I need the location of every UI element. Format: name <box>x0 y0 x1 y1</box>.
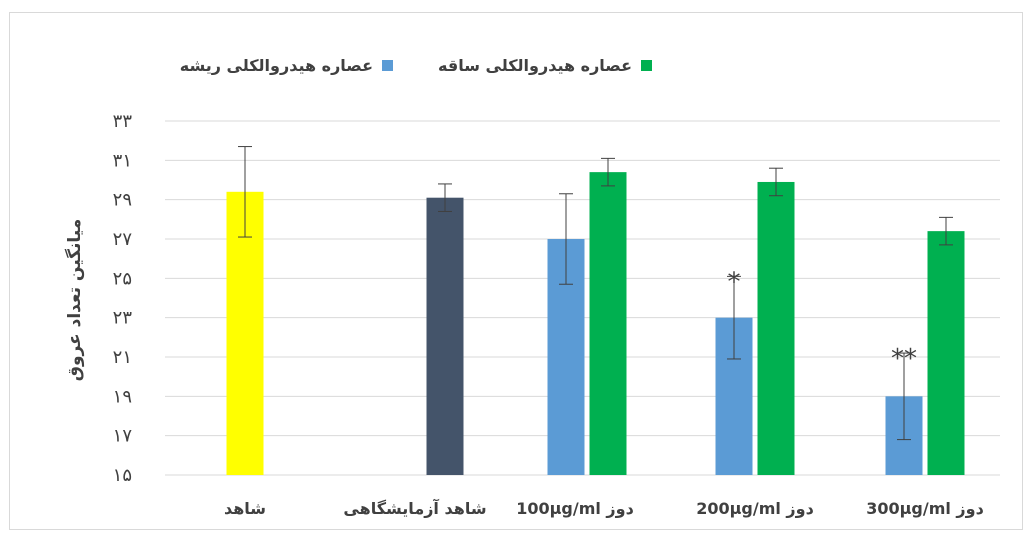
significance-marker: * <box>728 267 741 297</box>
x-tick-labels: شاهد شاهد آزمایشگاهی دوز 100µg/ml دوز 200µg… <box>224 498 984 518</box>
bar <box>927 231 965 475</box>
legend-swatch <box>641 60 652 71</box>
y-tick-label: ۳۳ <box>113 111 133 132</box>
bar <box>757 181 795 475</box>
y-axis-label: میانگین تعداد عروق <box>64 219 85 382</box>
category-label: دوز 200µg/ml <box>696 499 814 518</box>
y-tick-label: ۲۵ <box>113 268 132 289</box>
legend-label: عصاره هیدروالکلی ساقه <box>438 56 632 75</box>
chart-frame <box>9 12 1023 530</box>
bar <box>426 197 464 475</box>
y-tick-label: ۱۷ <box>113 426 133 447</box>
legend: عصاره هیدروالکلی ریشه عصاره هیدروالکلی سا… <box>180 56 652 75</box>
y-tick-label: ۲۱ <box>113 347 132 368</box>
legend-label: عصاره هیدروالکلی ریشه <box>180 56 373 75</box>
error-bars <box>238 146 953 441</box>
bar <box>589 172 627 475</box>
legend-swatch <box>382 60 393 71</box>
y-tick-label: ۲۹ <box>113 190 132 211</box>
category-label: دوز 300µg/ml <box>866 499 984 518</box>
y-tick-label: ۲۷ <box>113 229 133 250</box>
bars <box>226 172 965 476</box>
annotations: *** <box>728 267 918 374</box>
y-tick-label: ۲۳ <box>113 308 133 329</box>
significance-marker: ** <box>891 344 917 374</box>
y-tick-labels: ۱۵ ۱۷ ۱۹ ۲۱ ۲۳ ۲۵ ۲۷ ۲۹ ۳۱ ۳۳ <box>113 111 133 486</box>
y-tick-label: ۳۱ <box>113 150 132 171</box>
category-label: دوز 100µg/ml <box>516 499 634 518</box>
category-label: شاهد <box>224 499 266 518</box>
y-tick-label: ۱۵ <box>113 465 132 486</box>
bar <box>226 191 264 476</box>
y-tick-label: ۱۹ <box>113 386 132 407</box>
gridlines <box>165 120 1000 476</box>
category-label: شاهد آزمایشگاهی <box>343 498 486 518</box>
